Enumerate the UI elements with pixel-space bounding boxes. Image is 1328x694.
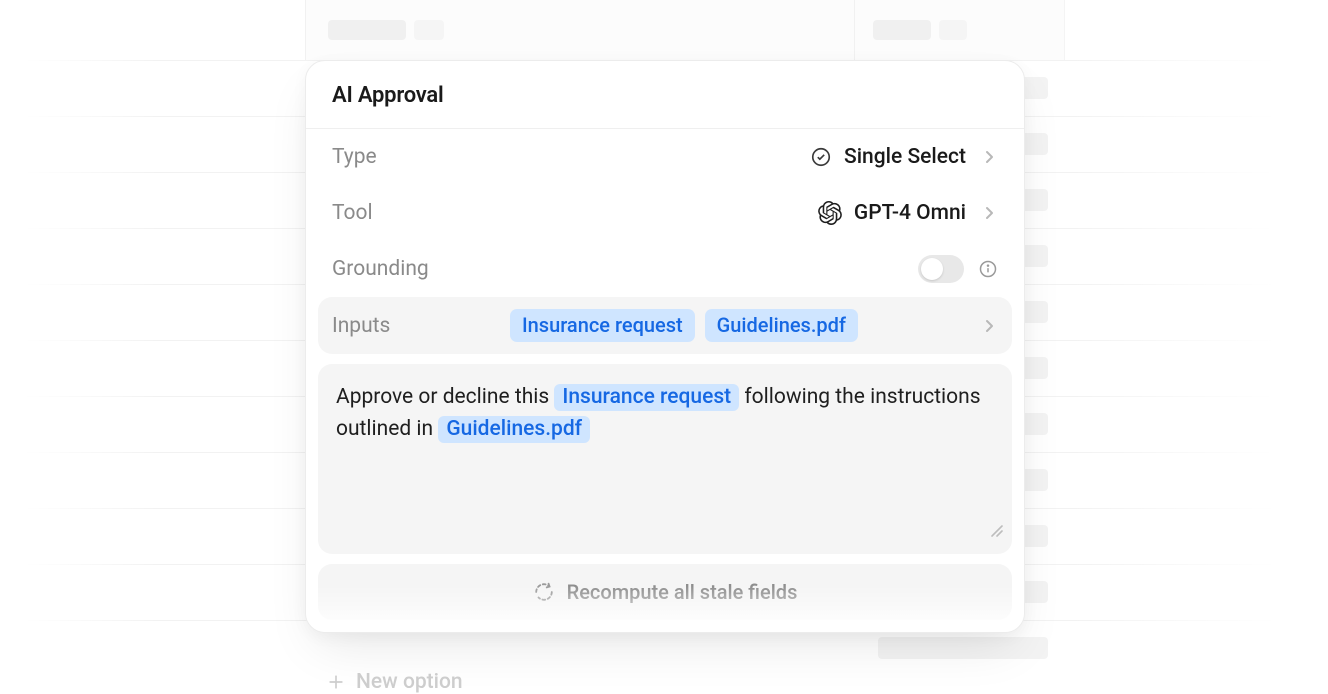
grounding-row: Grounding [306, 241, 1024, 297]
tool-label: Tool [332, 201, 522, 225]
info-icon[interactable] [978, 259, 998, 279]
input-chip[interactable]: Insurance request [510, 309, 695, 342]
inputs-label: Inputs [332, 314, 510, 338]
new-option-button[interactable]: New option [326, 662, 463, 694]
prompt-textarea[interactable]: Approve or decline this Insurance reques… [318, 364, 1012, 554]
prompt-chip[interactable]: Insurance request [554, 384, 739, 411]
type-label: Type [332, 145, 522, 169]
grounding-toggle[interactable] [918, 255, 964, 283]
prompt-text-part: Approve or decline this [336, 385, 554, 409]
chevron-right-icon [980, 205, 998, 221]
type-value: Single Select [844, 145, 966, 169]
grounding-label: Grounding [332, 257, 522, 281]
tool-row[interactable]: Tool GPT-4 Omni [306, 185, 1024, 241]
recompute-label: Recompute all stale fields [567, 580, 798, 604]
chevron-right-icon [980, 149, 998, 165]
type-row[interactable]: Type Single Select [306, 129, 1024, 185]
background-column-headers [0, 0, 1328, 60]
check-circle-icon [810, 146, 832, 168]
chevron-right-icon [980, 318, 998, 334]
plus-icon [326, 672, 346, 692]
inputs-row[interactable]: Inputs Insurance request Guidelines.pdf [318, 297, 1012, 354]
recompute-button[interactable]: Recompute all stale fields [318, 564, 1012, 620]
panel-title: AI Approval [332, 83, 998, 108]
input-chip[interactable]: Guidelines.pdf [705, 309, 858, 342]
prompt-chip[interactable]: Guidelines.pdf [438, 416, 590, 443]
openai-icon [818, 201, 842, 225]
tool-value: GPT-4 Omni [854, 201, 966, 225]
ai-config-panel: AI Approval Type Single Select [305, 60, 1025, 633]
panel-header: AI Approval [306, 61, 1024, 129]
resize-handle-icon[interactable] [988, 517, 1004, 549]
refresh-icon [533, 581, 555, 603]
new-option-label: New option [356, 670, 463, 694]
